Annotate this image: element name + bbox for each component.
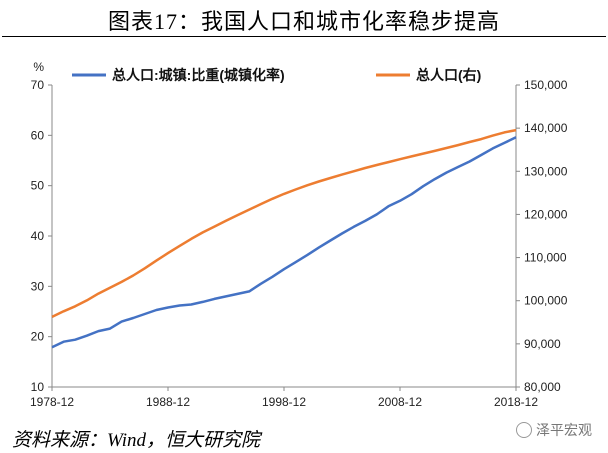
y-left-tick-label: 70 bbox=[31, 78, 45, 92]
legend-label-population: 总人口(右) bbox=[416, 67, 481, 83]
x-tick-label: 1988-12 bbox=[146, 395, 190, 409]
series-line-urbanization bbox=[51, 136, 517, 349]
y-right-tick-label: 90,000 bbox=[524, 337, 561, 351]
y-right-tick-label: 120,000 bbox=[524, 207, 568, 221]
y-left-tick-label: 10 bbox=[31, 380, 45, 394]
line-chart: 10 20 30 40 50 60 70% 80,000 90,000 100,000 110,00… bbox=[30, 60, 568, 409]
title-divider bbox=[2, 36, 606, 37]
y-left-tick-label: 30 bbox=[31, 279, 45, 293]
chart-series bbox=[51, 128, 517, 349]
y-right-tick-label: 130,000 bbox=[524, 164, 568, 178]
chart-legend: 总人口:城镇:比重(城镇化率) 总人口(右) bbox=[72, 67, 481, 83]
y-right-tick-label: 150,000 bbox=[524, 78, 568, 92]
y-left-unit-label: % bbox=[33, 60, 44, 74]
y-right-tick-label: 140,000 bbox=[524, 121, 568, 135]
wechat-icon bbox=[516, 422, 532, 438]
source-note: 资料来源：Wind，恒大研究院 bbox=[12, 430, 261, 451]
page-title: 图表17：我国人口和城市化率稳步提高 bbox=[107, 9, 500, 34]
x-tick-label: 1978-12 bbox=[30, 395, 74, 409]
x-tick-label: 2008-12 bbox=[378, 395, 422, 409]
y-left-tick-label: 40 bbox=[31, 229, 45, 243]
y-left-tick-label: 20 bbox=[31, 330, 45, 344]
watermark-label: 泽平宏观 bbox=[536, 422, 592, 438]
y-right-tick-label: 110,000 bbox=[524, 251, 567, 265]
y-right-tick-label: 80,000 bbox=[524, 380, 561, 394]
y-left-tick-label: 50 bbox=[31, 179, 45, 193]
chart-axes: 10 20 30 40 50 60 70% 80,000 90,000 100,000 110,00… bbox=[30, 60, 568, 409]
x-tick-label: 2018-12 bbox=[494, 395, 538, 409]
watermark: 泽平宏观 bbox=[516, 420, 592, 440]
legend-label-urbanization: 总人口:城镇:比重(城镇化率) bbox=[112, 67, 285, 83]
y-right-tick-label: 100,000 bbox=[524, 294, 568, 308]
x-tick-label: 1998-12 bbox=[262, 395, 306, 409]
y-left-tick-label: 60 bbox=[31, 128, 45, 142]
series-line-population bbox=[51, 128, 517, 319]
